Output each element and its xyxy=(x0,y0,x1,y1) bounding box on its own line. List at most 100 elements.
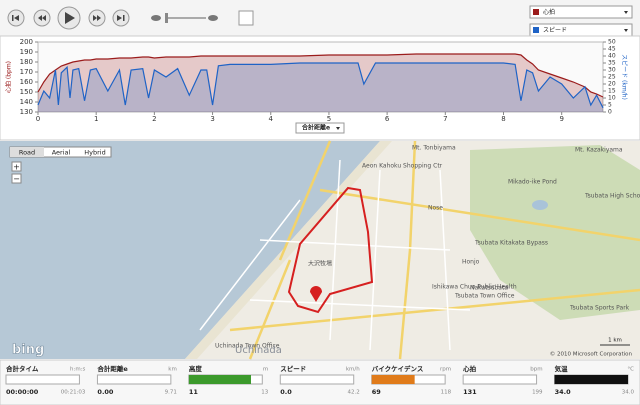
x-tick-label: 6 xyxy=(385,115,390,123)
stat-unit: °C xyxy=(627,367,634,373)
stat-unit: bpm xyxy=(530,367,542,373)
control-icons xyxy=(12,12,125,24)
stat-bar-frame xyxy=(5,374,80,385)
map-streets xyxy=(199,159,471,351)
stat-max: 9.71 xyxy=(165,390,177,396)
x-tick-label: 5 xyxy=(327,115,331,123)
y-tick-label: 190 xyxy=(20,48,33,56)
x-tick-label: 0 xyxy=(36,115,40,123)
map-logo: bing xyxy=(12,343,44,358)
position-marker xyxy=(310,286,322,302)
fast-icon xyxy=(208,15,218,21)
stat-bar-frame xyxy=(96,374,172,385)
map-copyright: © 2010 Microsoft Corporation xyxy=(550,351,633,358)
stat-unit: m xyxy=(263,367,268,373)
map-label: Mikado-ike Pond xyxy=(508,179,557,186)
map-type-button[interactable]: Aerial xyxy=(52,149,71,157)
playback-controls xyxy=(7,6,130,30)
y2-axis-label: スピード (km/h) xyxy=(621,54,628,100)
stat-max: 118 xyxy=(441,390,452,396)
map-label: Aeon Kahoku Shopping Ctr xyxy=(362,163,443,170)
stat-max: 13 xyxy=(261,390,268,396)
map-hills xyxy=(470,145,640,320)
map-label: Tsubata Sports Park xyxy=(569,305,630,312)
stat-unit: km/h xyxy=(346,367,360,373)
y-tick-label: 150 xyxy=(20,88,33,96)
x-tick-label: 2 xyxy=(152,115,156,123)
y-tick-label: 140 xyxy=(20,98,33,106)
stat-value: 131 xyxy=(463,388,477,396)
route xyxy=(287,186,374,314)
stat-max: 00:21:03 xyxy=(61,390,86,396)
map-sea xyxy=(0,141,380,359)
y-tick-label: 170 xyxy=(20,68,33,76)
map-label: Tsubata Town Office xyxy=(454,293,515,300)
fullscreen-button[interactable] xyxy=(238,10,254,26)
zoom-out-icon: − xyxy=(13,175,20,184)
x-tick-label: 9 xyxy=(559,115,563,123)
y2-tick-label: 45 xyxy=(608,46,616,53)
map-label: Uchinada xyxy=(235,345,282,356)
stat-bar xyxy=(554,375,628,384)
x-tick-label: 1 xyxy=(94,115,98,123)
x-tick-label: 8 xyxy=(501,115,505,123)
map-label: Tsubata High School xyxy=(584,193,640,200)
stat-max: 42.2 xyxy=(347,390,359,396)
y2-tick-label: 0 xyxy=(608,109,612,116)
y2-tick-label: 35 xyxy=(608,60,616,67)
zoom-in-icon: + xyxy=(13,163,20,172)
map-beach xyxy=(185,141,392,359)
legend-arrow xyxy=(624,29,628,32)
map-pond xyxy=(532,200,548,210)
x-tick-label: 3 xyxy=(210,115,214,123)
y-axis-label: 心拍 (bpm) xyxy=(5,61,13,93)
map-label: 大沢牧場 xyxy=(308,260,332,268)
y2-tick-label: 20 xyxy=(608,81,616,88)
map: + − bing © 2010 Microsoft Corporation 1 … xyxy=(0,140,640,360)
zoom-out[interactable] xyxy=(11,173,22,184)
map-label: Ishikawa Chuo Public Health xyxy=(432,284,517,291)
stat-value: 0.00 xyxy=(97,388,114,396)
stat-bar xyxy=(371,375,415,384)
stat-unit: h:m:s xyxy=(70,367,86,373)
stat-bar-frame xyxy=(279,374,355,385)
stat-value: 0.0 xyxy=(280,388,292,396)
stat-label: 気温 xyxy=(555,364,569,373)
zoom-in[interactable] xyxy=(11,161,22,172)
stat-max: 199 xyxy=(532,390,543,396)
slow-icon xyxy=(151,15,161,21)
stat-unit: rpm xyxy=(440,367,451,373)
stat-label: スピード xyxy=(280,364,306,373)
map-label: Mt. Kazakiyama xyxy=(575,147,623,154)
stat-label: 合計距離e xyxy=(96,364,128,373)
map-label: Uchinada Town Office xyxy=(215,343,280,350)
map-type-button[interactable]: Road xyxy=(19,149,35,157)
select-arrow xyxy=(336,127,340,130)
y2-tick-label: 15 xyxy=(608,88,616,95)
x-axis-label: 合計距離e xyxy=(302,124,330,132)
y2-tick-label: 40 xyxy=(608,53,616,60)
stat-label: 高度 xyxy=(189,364,203,373)
stat-value: 34.0 xyxy=(555,388,572,396)
stat-label: 合計タイム xyxy=(5,364,39,373)
map-label: Nose xyxy=(428,205,443,212)
stat-max: 34.0 xyxy=(622,390,635,396)
legend-swatch xyxy=(533,27,539,33)
map-label: Honjo xyxy=(462,259,480,266)
legend-label: スピード xyxy=(543,27,567,34)
stat-unit: km xyxy=(168,367,177,373)
series-line xyxy=(37,62,604,109)
legend-select[interactable] xyxy=(529,5,633,19)
y-tick-label: 130 xyxy=(20,108,33,116)
map-type-button[interactable]: Hybrid xyxy=(84,149,105,157)
y2-tick-label: 25 xyxy=(608,74,616,81)
y2-tick-label: 50 xyxy=(608,39,616,46)
slider-thumb[interactable] xyxy=(165,13,168,23)
area-fill xyxy=(38,54,603,112)
x-axis-select[interactable] xyxy=(295,122,345,134)
map-label: Tsubata Kitakata Bypass xyxy=(474,240,548,247)
stat-value: 11 xyxy=(189,388,199,396)
y-tick-label: 200 xyxy=(20,38,33,46)
stat-value: 00:00:00 xyxy=(6,388,39,396)
